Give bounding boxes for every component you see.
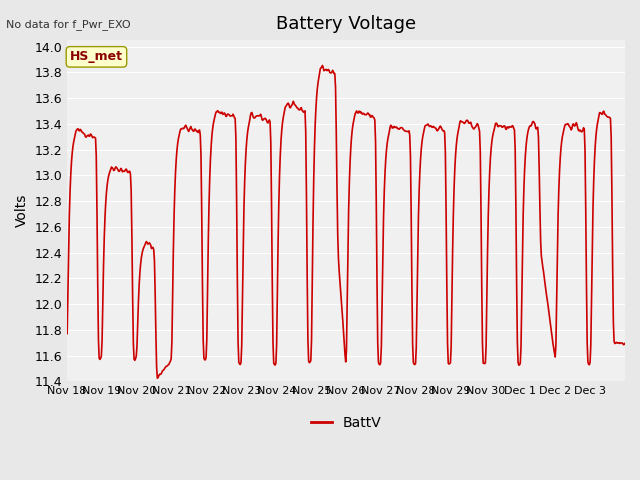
Y-axis label: Volts: Volts <box>15 194 29 228</box>
Title: Battery Voltage: Battery Voltage <box>276 15 416 33</box>
Legend: BattV: BattV <box>305 411 387 436</box>
Text: No data for f_Pwr_EXO: No data for f_Pwr_EXO <box>6 19 131 30</box>
Text: HS_met: HS_met <box>70 50 123 63</box>
